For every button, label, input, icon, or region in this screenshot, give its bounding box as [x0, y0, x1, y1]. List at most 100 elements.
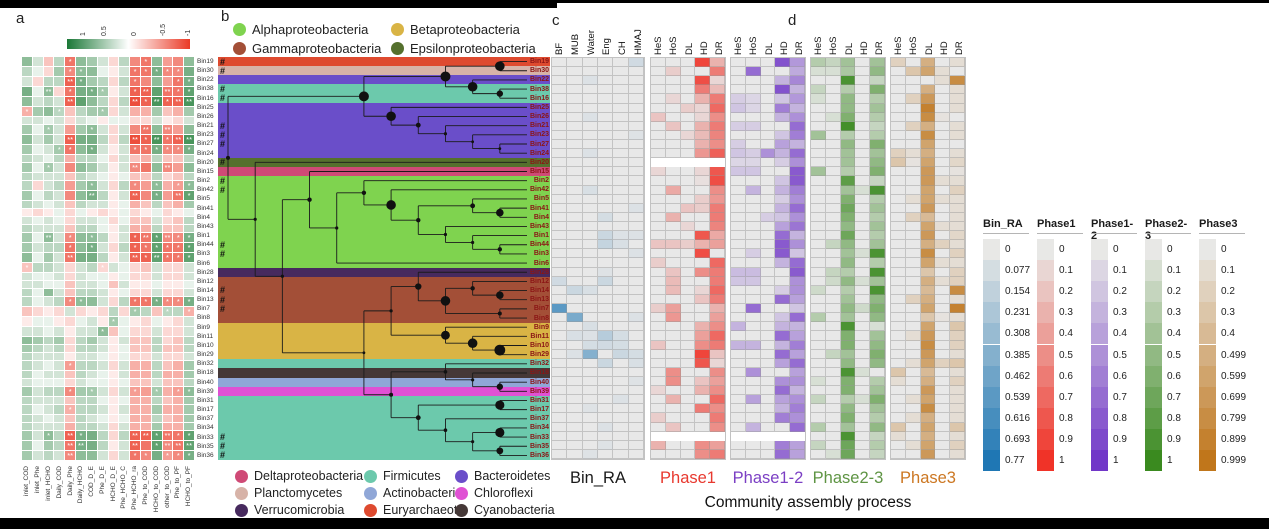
- correlation-cell: [97, 387, 108, 396]
- heatmap-cell: [695, 85, 711, 95]
- heatmap-cell: [552, 294, 568, 305]
- heatmap-cell: [710, 276, 725, 286]
- heatmap-cell: [905, 431, 921, 441]
- significance-star: *: [133, 87, 137, 96]
- heatmap-cell: [651, 376, 666, 387]
- taxon-color-dot: [391, 23, 404, 36]
- correlation-cell: *: [173, 77, 184, 86]
- correlation-cell: [32, 307, 43, 316]
- correlation-cell: [97, 397, 108, 404]
- heatmap-cell: [745, 349, 761, 359]
- heatmap-cell: [760, 285, 776, 295]
- colorbar-tick: -1: [185, 29, 192, 36]
- scale-underline: [1037, 233, 1083, 234]
- correlation-cell: [43, 263, 54, 272]
- tree-node-dot: [440, 296, 451, 306]
- correlation-cell: *: [162, 67, 173, 76]
- correlation-cell: *: [151, 145, 162, 154]
- heatmap-cell: [680, 331, 696, 341]
- bin-row-label: Bin27: [197, 140, 214, 148]
- correlation-cell: [54, 117, 65, 124]
- significance-star: *: [25, 107, 29, 116]
- heatmap-cell: [950, 340, 965, 350]
- heatmap-cell: [567, 121, 583, 131]
- correlation-cell: [173, 345, 184, 352]
- scale-value: 0: [1005, 244, 1011, 255]
- taxon-color-dot: [233, 23, 246, 36]
- heatmap-cell: [811, 130, 826, 141]
- phylogenetic-tree: [226, 61, 527, 456]
- correlation-cell: [151, 107, 162, 116]
- scale-swatch: [1037, 323, 1054, 345]
- heatmap-cell: [935, 94, 951, 104]
- heatmap-cell: [870, 395, 885, 405]
- heatmap-cell: [665, 413, 681, 423]
- heatmap-cell: [905, 313, 921, 323]
- significance-star: *: [79, 431, 83, 440]
- heatmap-cell: [840, 231, 856, 241]
- correlation-cell: [54, 297, 65, 306]
- correlation-cell: [108, 263, 119, 272]
- significance-star: *: [47, 163, 50, 172]
- significance-star: *: [155, 243, 159, 252]
- scale-swatch: [983, 450, 1000, 471]
- heatmap-cell: [891, 112, 906, 122]
- scale-swatch: [1199, 260, 1216, 282]
- heatmap-cell: [745, 340, 761, 350]
- correlation-cell: [97, 405, 108, 414]
- heatmap-cell: [811, 422, 826, 432]
- heatmap-cell: [695, 167, 711, 177]
- heatmap-cell: [775, 149, 791, 159]
- heatmap-cell: [695, 340, 711, 350]
- heatmap-cell: [582, 176, 598, 186]
- correlation-cell: [22, 297, 32, 306]
- heatmap-cell: [680, 167, 696, 177]
- heatmap-cell: [891, 322, 906, 332]
- heatmap-cell: [905, 167, 921, 177]
- heatmap-cell: [567, 222, 583, 232]
- hash-mark: #: [220, 184, 226, 195]
- bin-row-label: Bin37: [197, 415, 214, 423]
- heatmap-cell: [651, 240, 666, 250]
- heatmap-cell: [920, 422, 936, 432]
- heatmap-cell: [628, 422, 644, 432]
- heatmap-cell: [760, 367, 776, 377]
- heatmap-cell: [905, 240, 921, 250]
- heatmap-cell: [905, 267, 921, 277]
- heatmap-cell: [840, 440, 856, 450]
- correlation-cell: *: [65, 361, 76, 370]
- hash-mark: #: [220, 157, 226, 168]
- significance-star: *: [187, 387, 191, 396]
- correlation-cell: *: [140, 145, 151, 154]
- heatmap-cell: [628, 94, 644, 104]
- heatmap-cell: [855, 422, 871, 432]
- heatmap-cell: [811, 149, 826, 159]
- correlation-cell: [130, 317, 140, 326]
- correlation-cell: [43, 397, 54, 404]
- correlation-cell: [151, 125, 162, 134]
- heatmap-cell: [775, 67, 791, 77]
- heatmap-cell: [950, 212, 965, 223]
- tree-leaf-label: Bin10: [529, 342, 549, 349]
- significance-star: *: [155, 145, 159, 154]
- heatmap-cell: [950, 222, 965, 232]
- correlation-cell: [151, 273, 162, 280]
- heatmap-cell: [891, 258, 906, 268]
- heatmap-cell: [840, 249, 856, 259]
- heatmap-cell: [870, 58, 885, 68]
- scale-swatch: [1091, 450, 1108, 471]
- heatmap-cell: [905, 294, 921, 305]
- correlation-cell: [76, 57, 86, 66]
- heatmap-cell: [710, 140, 725, 150]
- bin-row-label: Bin26: [197, 112, 214, 120]
- taxon-color-dot: [235, 503, 248, 517]
- heatmap-cell: [825, 340, 841, 350]
- significance-star: *: [187, 431, 191, 440]
- scale-swatch: [1091, 260, 1108, 282]
- heatmap-cell: [745, 130, 761, 141]
- significance-star: *: [176, 67, 180, 76]
- heatmap-cell: [790, 212, 805, 223]
- tree-node-dot: [386, 111, 396, 122]
- correlation-cell: [119, 225, 130, 232]
- column-header-BF: BF: [554, 42, 566, 55]
